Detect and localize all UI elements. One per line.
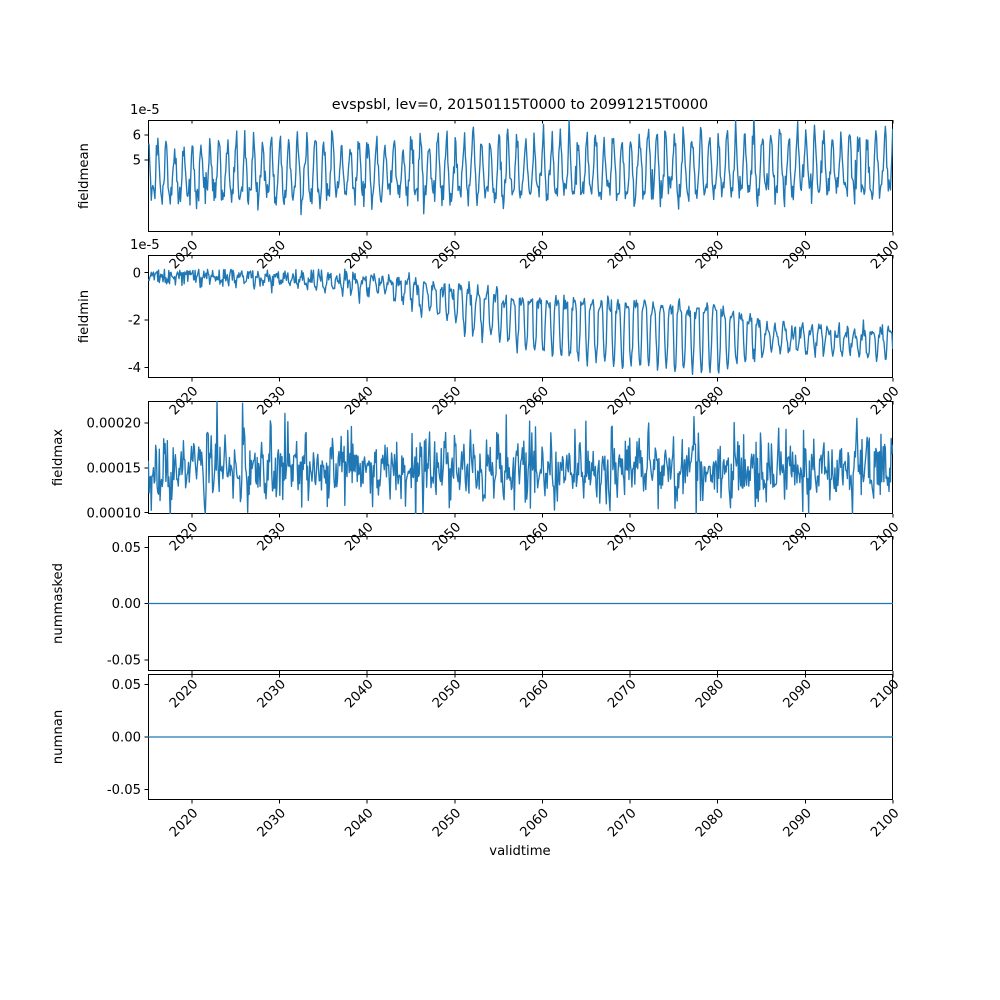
- axes-spines-fieldmean: [148, 120, 893, 232]
- ytick-label-fieldmin-1: -2: [128, 314, 141, 329]
- ylabel-fieldmean: fieldmean: [77, 143, 92, 209]
- xtick-label-2020-nummasked: 2020: [167, 677, 201, 711]
- ytick-label-nummasked-0: 0.05: [112, 541, 141, 556]
- panel-fieldmean: 2020 2030 2040 2050 2060 2070 2080 2090 210056fi…: [77, 103, 903, 272]
- xtick-label-2040-fieldmax: 2040: [342, 520, 376, 554]
- xtick-label-2060-fieldmax: 2060: [518, 520, 552, 554]
- xtick-label-2090-nummasked: 2090: [781, 677, 815, 711]
- ylabel-fieldmin: fieldmin: [77, 290, 92, 343]
- xtick-label-2050-fieldmax: 2050: [430, 520, 464, 554]
- ylabel-fieldmax: fieldmax: [51, 429, 66, 486]
- xtick-label-2060-numnan: 2060: [518, 806, 552, 840]
- ytick-label-nummasked-2: -0.05: [107, 653, 141, 668]
- xtick-label-2040-nummasked: 2040: [342, 677, 376, 711]
- xtick-label-2040-numnan: 2040: [342, 806, 376, 840]
- ytick-label-numnan-1: 0.00: [112, 731, 141, 746]
- xtick-label-2100-nummasked: 2100: [868, 677, 902, 711]
- xtick-label-2090-fieldmax: 2090: [781, 520, 815, 554]
- data-line-fieldmax: [148, 401, 893, 514]
- xtick-label-2030-nummasked: 2030: [255, 677, 289, 711]
- offset-text-fieldmin: 1e-5: [130, 238, 160, 253]
- xtick-label-2050-numnan: 2050: [430, 806, 464, 840]
- ytick-label-numnan-2: -0.05: [107, 783, 141, 798]
- data-line-fieldmin: [148, 268, 893, 375]
- offset-text-fieldmean: 1e-5: [130, 103, 160, 118]
- xtick-label-2100-fieldmax: 2100: [868, 520, 902, 554]
- xtick-label-2030-fieldmax: 2030: [255, 520, 289, 554]
- xtick-label-2030-numnan: 2030: [255, 806, 289, 840]
- xtick-label-2020-fieldmax: 2020: [167, 520, 201, 554]
- xtick-label-2050-nummasked: 2050: [430, 677, 464, 711]
- chart-title: evspsbl, lev=0, 20150115T0000 to 2099121…: [332, 97, 708, 113]
- xtick-label-2080-nummasked: 2080: [693, 677, 727, 711]
- ytick-label-fieldmax-2: 0.00010: [86, 506, 141, 521]
- panel-fieldmin: 2020 2030 2040 2050 2060 2070 2080 2090 21000-2-…: [77, 238, 903, 418]
- ytick-label-fieldmin-0: 0: [133, 266, 141, 281]
- xtick-label-2070-numnan: 2070: [605, 806, 639, 840]
- data-line-fieldmean: [148, 120, 893, 216]
- xtick-label-2080-fieldmax: 2080: [693, 520, 727, 554]
- ytick-label-numnan-0: 0.05: [112, 678, 141, 693]
- xtick-label-2070-nummasked: 2070: [605, 677, 639, 711]
- ylabel-nummasked: nummasked: [51, 563, 66, 644]
- panel-nummasked: 2020 2030 2040 2050 2060 2070 2080 2090 2100 0.05…: [51, 536, 903, 711]
- panel-fieldmax: 2020 2030 2040 2050 2060 2070 2080 2090 2100 0.00…: [51, 401, 903, 554]
- axes-spines-fieldmin: [148, 255, 893, 378]
- ytick-label-nummasked-1: 0.00: [112, 597, 141, 612]
- xtick-label-2090-numnan: 2090: [781, 806, 815, 840]
- ylabel-numnan: numnan: [51, 710, 66, 764]
- xtick-label-2080-numnan: 2080: [693, 806, 727, 840]
- ytick-label-fieldmean-0: 5: [133, 153, 141, 168]
- xtick-label-2070-fieldmax: 2070: [605, 520, 639, 554]
- ytick-label-fieldmax-1: 0.00015: [86, 461, 141, 476]
- xtick-label-2020-numnan: 2020: [167, 806, 201, 840]
- xtick-label-2100-numnan: 2100: [868, 806, 902, 840]
- axes-spines-fieldmax: [148, 401, 893, 514]
- ytick-label-fieldmean-1: 6: [133, 129, 141, 144]
- ytick-label-fieldmin-2: -4: [128, 361, 141, 376]
- xlabel: validtime: [489, 844, 550, 859]
- ytick-label-fieldmax-0: 0.00020: [86, 417, 141, 432]
- xtick-label-2060-nummasked: 2060: [518, 677, 552, 711]
